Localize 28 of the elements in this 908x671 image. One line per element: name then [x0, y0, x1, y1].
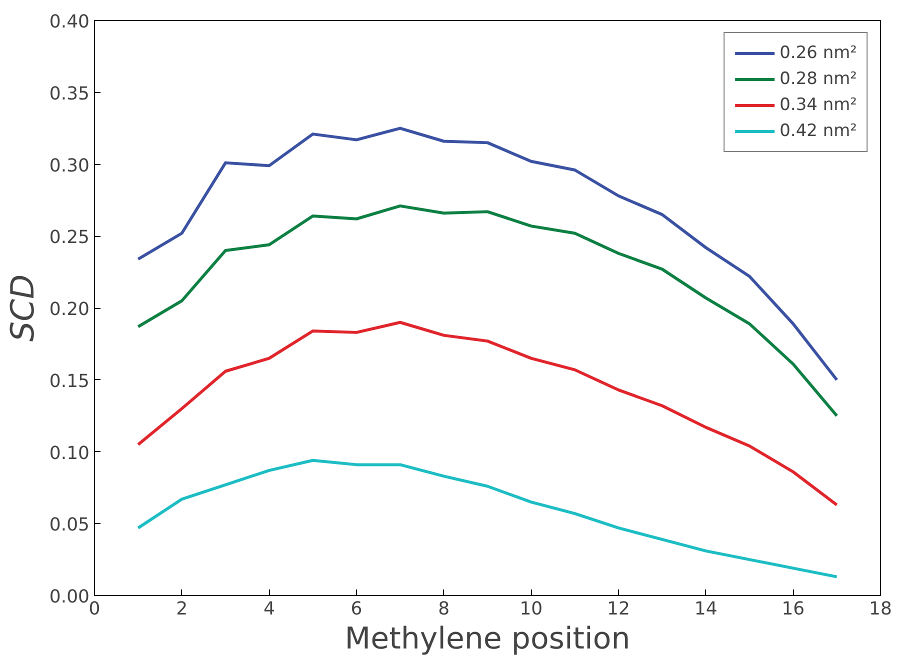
x-tick-label: 8 — [438, 598, 450, 620]
y-tick-label: 0.10 — [49, 442, 90, 464]
x-tick-label: 16 — [782, 598, 805, 620]
y-axis-title: SCD — [3, 274, 42, 342]
x-tick-label: 12 — [607, 598, 630, 620]
line-series — [136, 204, 838, 418]
y-tick-label: 0.15 — [49, 370, 90, 392]
y-tick-label: 0.00 — [49, 586, 90, 608]
y-tick-label: 0.40 — [49, 12, 90, 32]
legend-label: 0.42 nm² — [780, 121, 857, 141]
x-tick-label: 0 — [88, 598, 100, 620]
y-tick-label: 0.05 — [49, 514, 90, 536]
x-tick-label: 18 — [869, 598, 892, 620]
y-tick-label: 0.25 — [49, 227, 90, 248]
line-series — [136, 458, 838, 578]
x-tick-label: 6 — [350, 598, 362, 620]
legend-label: 0.28 nm² — [780, 69, 857, 89]
y-tick-label: 0.20 — [49, 299, 90, 320]
x-tick-label: 14 — [694, 598, 718, 620]
legend-label: 0.34 nm² — [780, 95, 857, 115]
line-series — [136, 320, 838, 506]
x-tick-label: 2 — [176, 598, 188, 620]
x-axis-title: Methylene position — [344, 622, 630, 656]
y-tick-label: 0.30 — [49, 155, 90, 176]
legend-label: 0.26 nm² — [780, 43, 857, 63]
x-tick-label: 4 — [263, 598, 275, 620]
y-tick-label: 0.35 — [49, 83, 90, 104]
x-tick-label: 10 — [520, 598, 543, 620]
